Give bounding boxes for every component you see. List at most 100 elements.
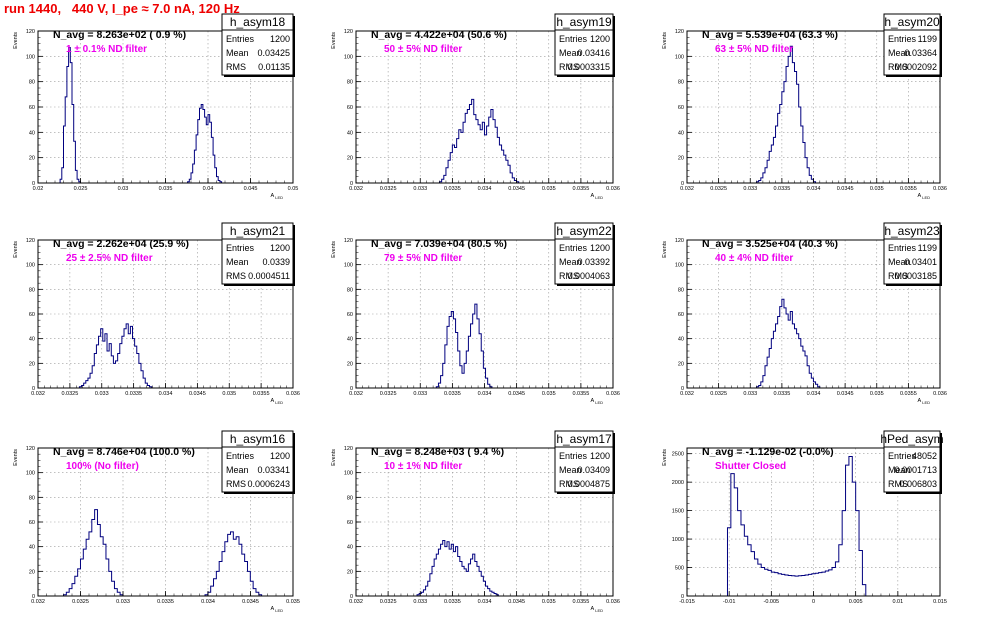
x-tick-label: 0.036 <box>933 391 947 397</box>
y-tick-label: 80 <box>347 287 353 293</box>
page-title: run 1440, 440 V, I_pe ≈ 7.0 nA, 120 Hz <box>4 1 240 16</box>
x-tick-label: 0.04 <box>203 186 214 192</box>
y-tick-label: 100 <box>675 54 684 60</box>
filter-annotation: 100% (No filter) <box>66 461 139 472</box>
stat-value: 0.0004511 <box>248 271 290 281</box>
filter-annotation: Shutter Closed <box>715 461 786 472</box>
histogram-line <box>78 323 153 388</box>
x-tick-label: 0.034 <box>159 391 173 397</box>
y-tick-label: 60 <box>347 312 353 318</box>
panel-title: N_avg = 8.263e+02 ( 0.9 %) <box>53 29 186 41</box>
stats-box: h_asym18 Entries 1200 Mean 0.03425 RMS 0.01135 <box>221 13 295 77</box>
stat-label: RMS <box>559 271 579 281</box>
panel-title: N_avg = 3.525e+04 (40.3 %) <box>702 238 838 250</box>
y-tick-label: 40 <box>29 337 35 343</box>
y-tick-label: 0 <box>32 386 35 392</box>
x-tick-label: 0.025 <box>74 186 88 192</box>
x-tick-label: 0.032 <box>349 599 363 605</box>
stat-value: 0.0006243 <box>247 479 290 489</box>
x-tick-label: 0.045 <box>244 186 258 192</box>
y-tick-label: 0 <box>32 594 35 600</box>
panel-h_asym21: 0.032 0.0325 0.033 0.0335 0.034 0.0345 0.035 0.… <box>13 222 300 405</box>
x-tick-label: 0.0345 <box>508 186 525 192</box>
y-tick-label: 20 <box>678 156 684 162</box>
panel-h_asym20: 0.032 0.0325 0.033 0.0335 0.034 0.0345 0.035 0.… <box>662 13 947 200</box>
x-tick-label: 0.0325 <box>380 186 397 192</box>
stat-value: 1199 <box>918 34 937 44</box>
x-tick-label: -0.005 <box>764 599 780 605</box>
y-axis-label: Events <box>13 449 19 466</box>
y-tick-label: 100 <box>344 471 353 477</box>
y-tick-label: 2000 <box>672 480 684 486</box>
filter-annotation: 40 ± 4% ND filter <box>715 253 793 264</box>
x-tick-label: 0.035 <box>222 391 236 397</box>
panel-title: N_avg = 5.539e+04 (63.3 %) <box>702 29 838 41</box>
y-tick-label: 120 <box>675 238 684 244</box>
y-tick-label: 80 <box>678 80 684 86</box>
histogram-line <box>756 45 817 183</box>
x-tick-label: 0.03 <box>118 186 129 192</box>
y-tick-label: 40 <box>678 337 684 343</box>
x-tick-label: 0.0355 <box>572 186 589 192</box>
stat-value: 0.0004875 <box>567 479 610 489</box>
x-tick-label: 0.033 <box>413 599 427 605</box>
histogram-name: h_asym23 <box>884 224 940 238</box>
stat-label: Mean <box>888 257 911 267</box>
stat-value: 0.03341 <box>257 465 290 475</box>
stats-box-frame <box>554 222 614 285</box>
y-tick-label: 40 <box>347 337 353 343</box>
stat-value: 0.03416 <box>577 48 610 58</box>
stat-value: 0.0003315 <box>567 62 610 72</box>
y-tick-label: 60 <box>347 105 353 111</box>
x-tick-label: 0.0335 <box>773 186 790 192</box>
y-tick-label: 20 <box>347 361 353 367</box>
x-tick-label: 0.0355 <box>900 391 917 397</box>
y-axis-label: Events <box>662 32 668 49</box>
x-tick-label: 0.0325 <box>380 391 397 397</box>
y-tick-label: 120 <box>26 29 35 35</box>
stat-label: Entries <box>226 34 255 44</box>
histogram-name: h_asym19 <box>556 15 612 29</box>
y-axis-label: Events <box>13 32 19 49</box>
y-tick-label: 0 <box>350 181 353 187</box>
stat-label: Entries <box>888 34 917 44</box>
y-tick-label: 0 <box>350 386 353 392</box>
histogram-line <box>63 509 263 597</box>
y-tick-label: 80 <box>29 80 35 86</box>
x-tick-label: 0.0345 <box>508 599 525 605</box>
y-tick-label: 100 <box>26 471 35 477</box>
panel-h_asym19: 0.032 0.0325 0.033 0.0335 0.034 0.0345 0.035 0.… <box>331 13 620 200</box>
x-tick-label: 0.035 <box>870 391 884 397</box>
x-tick-label: 0.036 <box>933 186 947 192</box>
histogram-line <box>439 98 520 183</box>
stat-value: 0.0002092 <box>894 62 937 72</box>
y-tick-label: 80 <box>29 287 35 293</box>
stat-value: 0.03409 <box>577 465 610 475</box>
stat-label: RMS <box>226 479 246 489</box>
stat-label: Entries <box>559 34 588 44</box>
filter-annotation: 10 ± 1% ND filter <box>384 461 462 472</box>
stat-value: 0.01135 <box>258 62 290 72</box>
x-tick-label: 0.032 <box>349 391 363 397</box>
y-tick-label: 40 <box>678 130 684 136</box>
y-tick-label: 1500 <box>672 509 684 515</box>
y-tick-label: 40 <box>347 545 353 551</box>
x-tick-label: 0.0355 <box>572 391 589 397</box>
stat-value: 1200 <box>270 34 290 44</box>
stat-value: 0.0339 <box>262 257 290 267</box>
histogram-line <box>756 298 821 388</box>
stat-value: 1200 <box>270 451 290 461</box>
histogram-name: h_asym20 <box>884 15 940 29</box>
x-tick-label: 0.0355 <box>572 599 589 605</box>
x-tick-label: 0.034 <box>478 186 492 192</box>
stat-label: Entries <box>888 243 917 253</box>
panel-h_asym18: 0.02 0.025 0.03 0.035 0.04 0.045 0.05 0 20 40 60 80… <box>13 13 298 200</box>
stat-label: RMS <box>888 62 908 72</box>
y-tick-label: 120 <box>344 238 353 244</box>
x-axis-label: ALED <box>271 606 284 613</box>
y-tick-label: 0 <box>681 386 684 392</box>
